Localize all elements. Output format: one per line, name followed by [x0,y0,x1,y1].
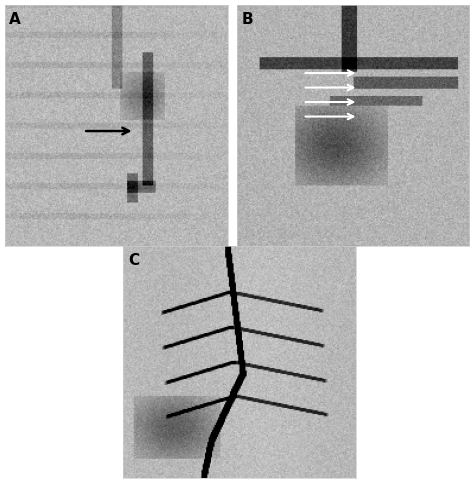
Text: C: C [128,253,139,268]
Text: B: B [242,12,253,27]
Text: A: A [9,12,21,27]
